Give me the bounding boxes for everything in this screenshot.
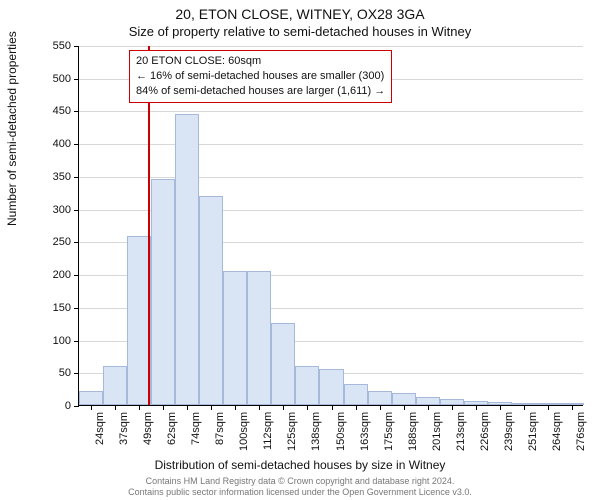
x-tick-mark <box>548 405 549 410</box>
y-tick-label: 450 <box>31 105 71 117</box>
x-tick-mark <box>307 405 308 410</box>
gridline <box>79 144 583 145</box>
y-tick-label: 350 <box>31 171 71 183</box>
y-tick-mark <box>74 46 79 47</box>
chart-title: 20, ETON CLOSE, WITNEY, OX28 3GA <box>0 6 600 22</box>
y-axis-label: Number of semi-detached properties <box>5 31 19 226</box>
gridline <box>79 111 583 112</box>
y-tick-mark <box>74 111 79 112</box>
y-tick-label: 550 <box>31 40 71 52</box>
footer: Contains HM Land Registry data © Crown c… <box>0 476 600 498</box>
chart-subtitle: Size of property relative to semi-detach… <box>0 24 600 39</box>
info-box: 20 ETON CLOSE: 60sqm ← 16% of semi-detac… <box>129 50 392 103</box>
histogram-bar <box>319 369 343 405</box>
x-tick-mark <box>572 405 573 410</box>
x-tick-label: 100sqm <box>238 412 250 451</box>
x-tick-label: 239sqm <box>503 412 515 451</box>
x-tick-mark <box>139 405 140 410</box>
y-tick-label: 500 <box>31 73 71 85</box>
y-tick-mark <box>74 79 79 80</box>
y-tick-mark <box>74 144 79 145</box>
x-tick-mark <box>356 405 357 410</box>
info-line-3: 84% of semi-detached houses are larger (… <box>136 84 385 99</box>
x-tick-label: 24sqm <box>94 412 106 445</box>
x-tick-label: 112sqm <box>262 412 274 450</box>
gridline <box>79 177 583 178</box>
x-tick-label: 49sqm <box>142 412 154 445</box>
histogram-bar <box>271 323 295 405</box>
y-tick-mark <box>74 242 79 243</box>
x-tick-mark <box>404 405 405 410</box>
histogram-bar <box>368 391 392 405</box>
y-tick-label: 100 <box>31 335 71 347</box>
y-tick-label: 150 <box>31 302 71 314</box>
y-tick-mark <box>74 177 79 178</box>
footer-line-1: Contains HM Land Registry data © Crown c… <box>0 476 600 487</box>
x-tick-label: 62sqm <box>166 412 178 445</box>
x-tick-label: 74sqm <box>190 412 202 445</box>
y-tick-label: 200 <box>31 269 71 281</box>
x-tick-mark <box>187 405 188 410</box>
x-tick-mark <box>524 405 525 410</box>
x-tick-mark <box>476 405 477 410</box>
x-tick-label: 213sqm <box>455 412 467 451</box>
x-tick-label: 264sqm <box>551 412 563 451</box>
y-tick-label: 300 <box>31 204 71 216</box>
gridline <box>79 46 583 47</box>
histogram-bar <box>175 114 199 405</box>
histogram-bar <box>223 271 247 405</box>
x-tick-mark <box>380 405 381 410</box>
x-tick-label: 251sqm <box>527 412 539 451</box>
x-axis-label: Distribution of semi-detached houses by … <box>0 458 600 472</box>
histogram-bar <box>199 196 223 405</box>
x-tick-mark <box>235 405 236 410</box>
y-tick-mark <box>74 373 79 374</box>
x-tick-mark <box>163 405 164 410</box>
x-tick-mark <box>332 405 333 410</box>
histogram-bar <box>247 271 271 405</box>
y-tick-mark <box>74 308 79 309</box>
x-tick-mark <box>452 405 453 410</box>
y-tick-label: 250 <box>31 236 71 248</box>
x-tick-mark <box>91 405 92 410</box>
x-tick-label: 37sqm <box>118 412 130 445</box>
y-tick-label: 50 <box>31 367 71 379</box>
histogram-bar <box>103 366 127 405</box>
x-tick-label: 188sqm <box>407 412 419 451</box>
info-line-1: 20 ETON CLOSE: 60sqm <box>136 54 385 69</box>
x-tick-mark <box>283 405 284 410</box>
x-tick-label: 175sqm <box>383 412 395 451</box>
info-line-2: ← 16% of semi-detached houses are smalle… <box>136 69 385 84</box>
x-tick-label: 138sqm <box>310 412 322 451</box>
x-tick-label: 226sqm <box>479 412 491 451</box>
y-tick-mark <box>74 275 79 276</box>
x-tick-label: 150sqm <box>335 412 347 451</box>
histogram-bar <box>295 366 319 405</box>
x-tick-label: 87sqm <box>214 412 226 445</box>
y-tick-label: 0 <box>31 400 71 412</box>
chart-container: 20, ETON CLOSE, WITNEY, OX28 3GA Size of… <box>0 0 600 500</box>
histogram-bar <box>416 397 440 406</box>
y-tick-mark <box>74 406 79 407</box>
x-tick-label: 201sqm <box>431 412 443 451</box>
x-tick-label: 125sqm <box>286 412 298 451</box>
y-tick-label: 400 <box>31 138 71 150</box>
histogram-bar <box>79 391 103 405</box>
x-tick-mark <box>500 405 501 410</box>
y-tick-mark <box>74 341 79 342</box>
y-tick-mark <box>74 210 79 211</box>
footer-line-2: Contains public sector information licen… <box>0 487 600 498</box>
x-tick-label: 163sqm <box>359 412 371 451</box>
x-tick-mark <box>428 405 429 410</box>
x-tick-mark <box>211 405 212 410</box>
x-tick-mark <box>259 405 260 410</box>
x-tick-mark <box>115 405 116 410</box>
x-tick-label: 276sqm <box>575 412 587 451</box>
histogram-bar <box>151 179 175 405</box>
histogram-bar <box>392 393 416 405</box>
histogram-bar <box>344 384 368 405</box>
plot-area: 20 ETON CLOSE: 60sqm ← 16% of semi-detac… <box>78 46 583 406</box>
